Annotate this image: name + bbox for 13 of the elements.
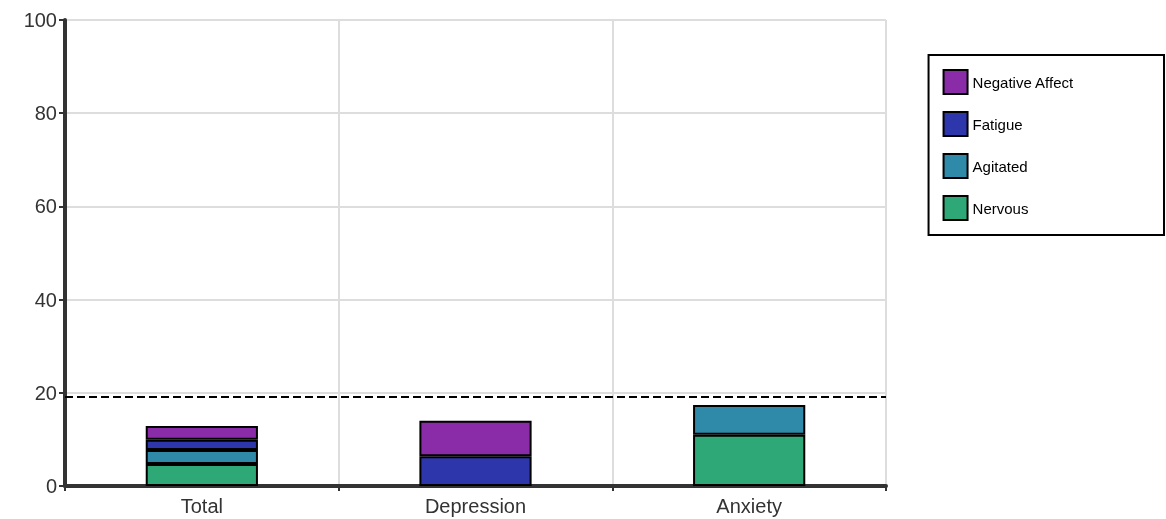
legend-label: Fatigue: [972, 115, 1023, 133]
y-tick-label: 100: [23, 9, 57, 31]
y-tick-label: 40: [34, 288, 57, 311]
y-tick-label: 80: [34, 102, 57, 125]
y-tick-label: 60: [34, 195, 57, 218]
x-tick-label: Anxiety: [716, 495, 782, 517]
legend-label: Nervous: [972, 199, 1029, 217]
x-tick-label: Total: [180, 495, 223, 517]
legend-label: Agitated: [972, 157, 1028, 175]
y-tick-label: 20: [34, 381, 57, 404]
legend-label: Negative Affect: [972, 73, 1074, 91]
x-tick-label: Depression: [424, 495, 527, 517]
y-tick-label: 0: [45, 475, 57, 497]
